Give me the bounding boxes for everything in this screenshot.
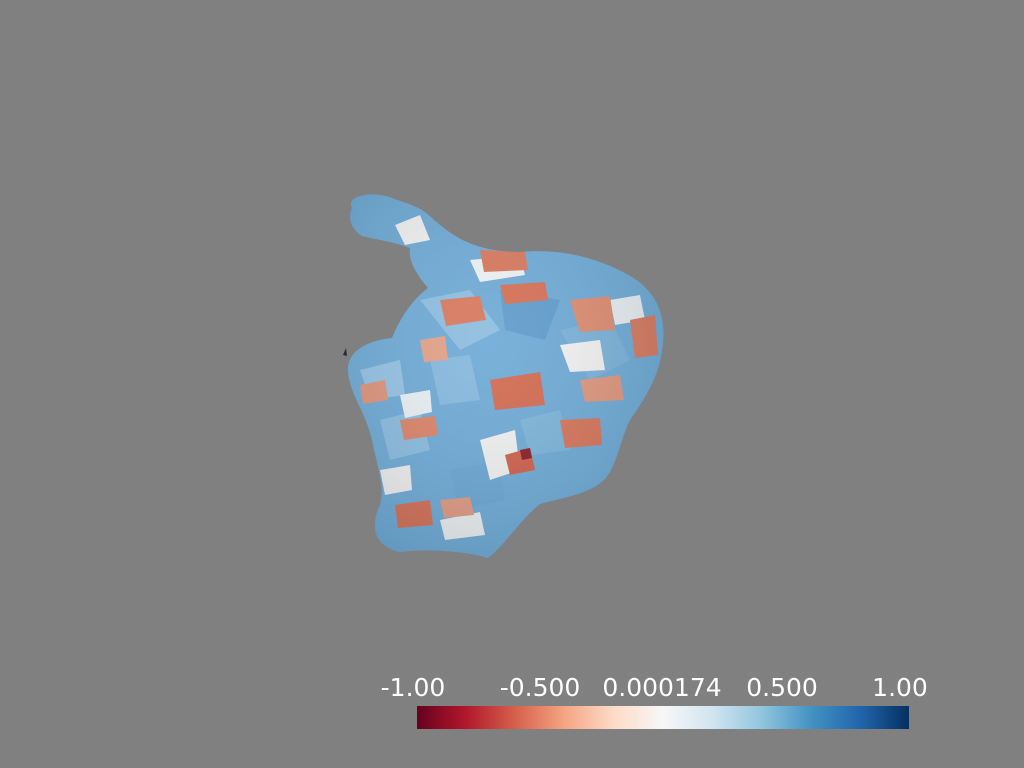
scalar-tick-label: 1.00 <box>872 673 928 702</box>
scalar-tick-label: 0.500 <box>746 673 818 702</box>
scalar-tick-label: -1.00 <box>380 673 446 702</box>
scalar-tick-label: 0.000174 <box>602 673 722 702</box>
scalar-bar-legend: -1.00 -0.500 0.000174 0.500 1.00 <box>370 672 940 736</box>
mesh-artifact <box>343 348 347 356</box>
surface-patches <box>347 194 664 558</box>
scalar-tick-label: -0.500 <box>499 673 581 702</box>
colorbar-gradient <box>417 706 909 729</box>
